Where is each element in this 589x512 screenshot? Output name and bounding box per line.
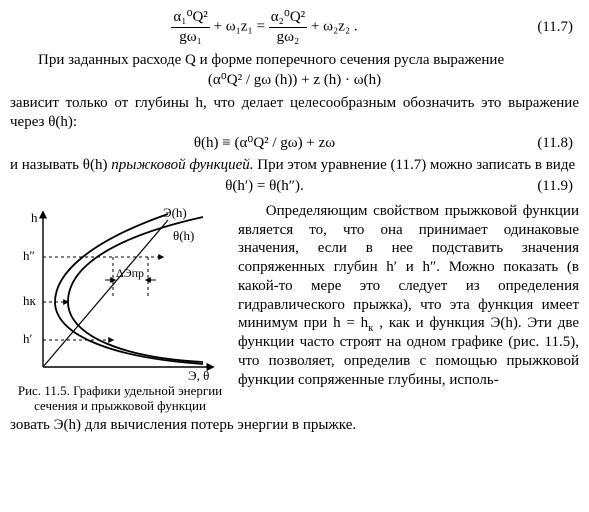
axis-h-label: h <box>31 210 38 225</box>
p3-a: и называть θ(h) <box>10 157 111 173</box>
h2-label: h″ <box>23 248 35 263</box>
curve-E-label: Э(h) <box>163 205 187 220</box>
frac-right: α₂⁰Q² gω₂ <box>269 8 307 47</box>
h1-label: h′ <box>23 331 33 346</box>
figure-text-row: h Э(h) θ(h) h″ hк h′ ΔЭпр Э, θ Рис. 11.5… <box>10 202 579 414</box>
expression-1: (α⁰Q² / gω (h)) + z (h) · ω(h) <box>10 71 579 90</box>
p3-b: прыжковой функцией. <box>111 157 253 173</box>
eq-body: α₁⁰Q² gω₁ + ω₁z₁ = α₂⁰Q² gω₂ + ω₂z₂ . <box>10 8 519 47</box>
p3-c: При этом уравнение (11.7) можно записать… <box>254 157 576 173</box>
eq3-number: (11.9) <box>519 177 579 196</box>
col-text-body: Определяющим свойством прыжковой функции… <box>238 203 579 388</box>
frac-left-num: α₁⁰Q² <box>171 8 209 28</box>
eq2-body: θ(h) ≡ (α⁰Q² / gω) + zω <box>10 134 519 153</box>
eq1-number: (11.7) <box>519 18 579 37</box>
eq1-mid-left: + ω₁z₁ = <box>214 19 269 35</box>
curve-theta-label: θ(h) <box>173 228 194 243</box>
equation-11-9: θ(h′) = θ(h″). (11.9) <box>10 177 579 196</box>
eq2-number: (11.8) <box>519 134 579 153</box>
hk-label: hк <box>23 293 37 308</box>
eq1-mid-right: + ω₂z₂ . <box>311 19 358 35</box>
frac-left-den: gω₁ <box>171 28 209 47</box>
eq3-body: θ(h′) = θ(h″). <box>10 177 519 196</box>
frac-right-num: α₂⁰Q² <box>269 8 307 28</box>
wrapped-paragraph: Определяющим свойством прыжковой функции… <box>230 202 579 390</box>
equation-11-7: α₁⁰Q² gω₁ + ω₁z₁ = α₂⁰Q² gω₂ + ω₂z₂ . (1… <box>10 8 579 47</box>
tail-line: зовать Э(h) для вычисления потерь энерги… <box>10 416 579 435</box>
figure-caption: Рис. 11.5. Графики удельной энергии сече… <box>10 384 230 414</box>
figure-column: h Э(h) θ(h) h″ hк h′ ΔЭпр Э, θ Рис. 11.5… <box>10 202 230 414</box>
para-1: При заданных расходе Q и форме поперечно… <box>10 51 579 70</box>
para-2: зависит только от глубины h, что делает … <box>10 94 579 132</box>
frac-left: α₁⁰Q² gω₁ <box>171 8 209 47</box>
equation-11-8: θ(h) ≡ (α⁰Q² / gω) + zω (11.8) <box>10 134 579 153</box>
frac-right-den: gω₂ <box>269 28 307 47</box>
para-3: и называть θ(h) прыжковой функцией. При … <box>10 156 579 175</box>
axis-x-label: Э, θ <box>188 368 209 382</box>
figure-11-5: h Э(h) θ(h) h″ hк h′ ΔЭпр Э, θ <box>13 202 228 382</box>
delta-E-label: ΔЭпр <box>116 266 144 280</box>
